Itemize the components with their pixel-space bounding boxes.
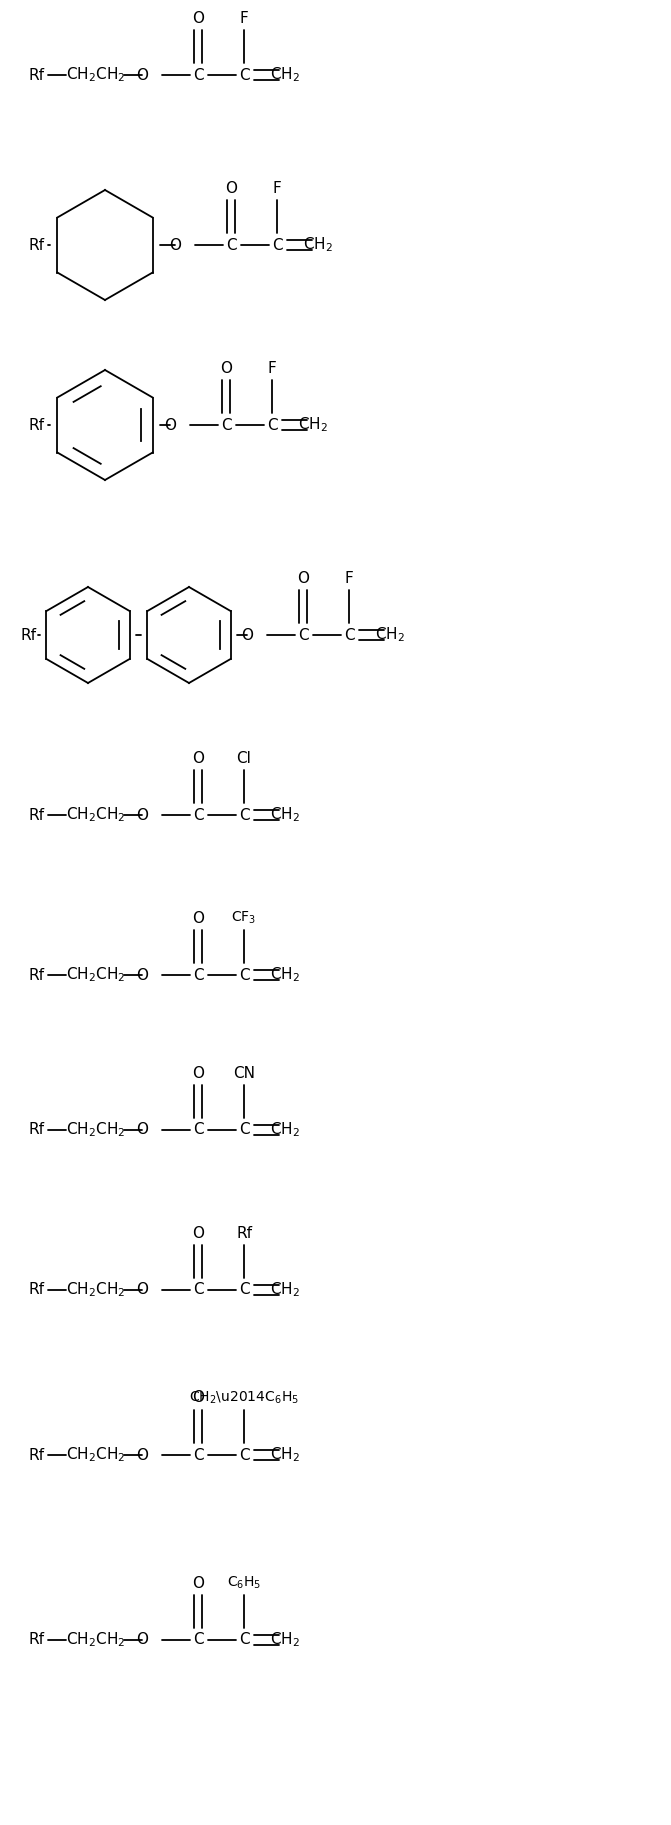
Text: F: F [345,571,354,586]
Text: Rf: Rf [28,418,44,433]
Text: O: O [136,1447,148,1462]
Text: CH$_2$: CH$_2$ [303,235,333,254]
Text: C: C [193,1283,203,1298]
Text: F: F [240,11,248,26]
Text: C: C [193,68,203,82]
Text: O: O [169,237,181,252]
Text: O: O [136,807,148,823]
Text: C: C [272,237,282,252]
Text: O: O [192,11,204,26]
Text: C: C [193,807,203,823]
Text: C: C [225,237,236,252]
Text: Rf: Rf [28,1283,44,1298]
Text: F: F [272,181,281,195]
Text: CN: CN [233,1066,255,1080]
Text: C: C [239,1283,250,1298]
Text: F: F [268,361,276,376]
Text: C: C [193,1122,203,1137]
Text: C: C [298,628,308,642]
Text: Rf: Rf [28,1122,44,1137]
Text: Rf: Rf [28,68,44,82]
Text: O: O [192,1226,204,1241]
Text: Cl: Cl [237,750,252,765]
Text: O: O [136,68,148,82]
Text: Rf: Rf [20,628,36,642]
Text: C$_6$H$_5$: C$_6$H$_5$ [227,1575,261,1591]
Text: CH$_2$CH$_2$: CH$_2$CH$_2$ [66,965,125,984]
Text: CH$_2$CH$_2$: CH$_2$CH$_2$ [66,805,125,825]
Text: O: O [136,967,148,982]
Text: C: C [221,418,231,433]
Text: O: O [192,911,204,925]
Text: Rf: Rf [28,1447,44,1462]
Text: C: C [239,1122,250,1137]
Text: C: C [266,418,277,433]
Text: CF$_3$: CF$_3$ [231,911,256,927]
Text: C: C [239,807,250,823]
Text: CH$_2$: CH$_2$ [270,66,300,84]
Text: O: O [192,1066,204,1080]
Text: C: C [239,967,250,982]
Text: O: O [136,1633,148,1648]
Text: Rf: Rf [28,967,44,982]
Text: O: O [297,571,309,586]
Text: Rf: Rf [28,1633,44,1648]
Text: Rf: Rf [28,237,44,252]
Text: CH$_2$CH$_2$: CH$_2$CH$_2$ [66,1445,125,1464]
Text: CH$_2$: CH$_2$ [270,965,300,984]
Text: O: O [192,1575,204,1591]
Text: CH$_2$CH$_2$: CH$_2$CH$_2$ [66,1121,125,1139]
Text: C: C [239,1447,250,1462]
Text: CH$_2$: CH$_2$ [270,1445,300,1464]
Text: CH$_2$: CH$_2$ [375,626,405,644]
Text: CH$_2$: CH$_2$ [270,805,300,825]
Text: O: O [164,418,176,433]
Text: O: O [220,361,232,376]
Text: C: C [239,68,250,82]
Text: CH$_2$: CH$_2$ [298,416,328,434]
Text: O: O [192,1391,204,1405]
Text: C: C [193,1447,203,1462]
Text: CH$_2$CH$_2$: CH$_2$CH$_2$ [66,1632,125,1650]
Text: C: C [344,628,354,642]
Text: O: O [225,181,237,195]
Text: C: C [193,1633,203,1648]
Text: CH$_2$: CH$_2$ [270,1281,300,1299]
Text: Rf: Rf [28,807,44,823]
Text: CH$_2$\u2014C$_6$H$_5$: CH$_2$\u2014C$_6$H$_5$ [189,1391,299,1407]
Text: CH$_2$CH$_2$: CH$_2$CH$_2$ [66,1281,125,1299]
Text: CH$_2$: CH$_2$ [270,1121,300,1139]
Text: CH$_2$CH$_2$: CH$_2$CH$_2$ [66,66,125,84]
Text: O: O [192,750,204,765]
Text: Rf: Rf [236,1226,252,1241]
Text: O: O [241,628,253,642]
Text: O: O [136,1283,148,1298]
Text: C: C [193,967,203,982]
Text: O: O [136,1122,148,1137]
Text: CH$_2$: CH$_2$ [270,1632,300,1650]
Text: C: C [239,1633,250,1648]
